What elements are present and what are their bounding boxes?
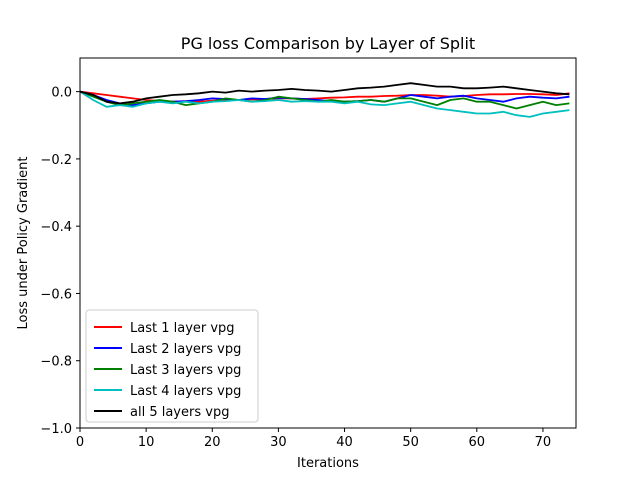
legend-label: Last 3 layers vpg [130,363,241,378]
x-tick-label: 10 [138,435,155,450]
plot-area [79,82,570,118]
x-tick-label: 20 [204,435,221,450]
legend-label: Last 1 layer vpg [130,321,235,336]
legend-label: Last 2 layers vpg [130,342,241,357]
y-tick-label: −0.2 [40,153,72,168]
y-axis-label: Loss under Policy Gradient [16,157,31,330]
series-line-5 [79,82,570,105]
x-tick-label: 0 [76,435,84,450]
x-tick-label: 50 [402,435,419,450]
y-tick-label: −0.8 [40,355,72,370]
y-tick-label: −1.0 [40,422,72,437]
y-tick-label: −0.4 [40,220,72,235]
y-tick-label: 0.0 [51,86,72,101]
legend-box [85,309,259,423]
x-tick-label: 40 [336,435,353,450]
x-axis-label: Iterations [297,456,359,471]
x-tick-label: 30 [270,435,287,450]
series-line-4 [79,90,570,118]
x-tick-label: 60 [469,435,486,450]
y-axis: 0.0 −0.2 −0.4 −0.6 −0.8 −1.0 [40,86,80,437]
y-tick-label: −0.6 [40,287,72,302]
chart-title: PG loss Comparison by Layer of Split [181,34,475,53]
legend-label: all 5 layers vpg [130,405,229,420]
x-tick-label: 70 [535,435,552,450]
legend-label: Last 4 layers vpg [130,384,241,399]
x-axis: 0 10 20 30 40 50 60 70 [76,428,551,450]
axes-frame [79,57,577,429]
legend: Last 1 layer vpg Last 2 layers vpg Last 3 … [85,309,259,423]
